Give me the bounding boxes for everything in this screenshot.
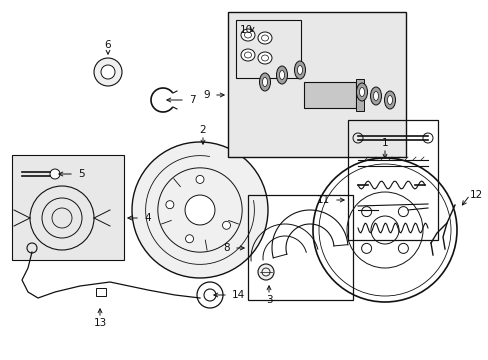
Ellipse shape	[294, 61, 305, 79]
Ellipse shape	[297, 66, 302, 75]
Circle shape	[50, 169, 60, 179]
Bar	[12, 155, 124, 260]
Ellipse shape	[258, 52, 271, 64]
Ellipse shape	[356, 83, 367, 101]
Text: 11: 11	[316, 195, 329, 205]
Bar	[247, 195, 352, 300]
Text: 12: 12	[469, 190, 482, 200]
Bar	[227, 12, 405, 157]
Ellipse shape	[359, 87, 364, 96]
Circle shape	[132, 142, 267, 278]
Bar	[304, 82, 355, 108]
Circle shape	[196, 175, 203, 183]
Bar	[236, 20, 301, 78]
Bar	[355, 79, 363, 111]
Bar	[96, 288, 106, 296]
Circle shape	[185, 235, 193, 243]
Text: 13: 13	[93, 318, 106, 328]
Ellipse shape	[373, 91, 378, 100]
Ellipse shape	[259, 73, 270, 91]
Text: 5: 5	[78, 169, 84, 179]
Ellipse shape	[258, 32, 271, 44]
Ellipse shape	[386, 95, 392, 104]
Text: 10: 10	[240, 25, 253, 35]
Ellipse shape	[370, 87, 381, 105]
Text: 4: 4	[143, 213, 150, 223]
Circle shape	[258, 264, 273, 280]
Text: 14: 14	[231, 290, 245, 300]
Text: 8: 8	[223, 243, 229, 253]
Ellipse shape	[384, 91, 395, 109]
Circle shape	[222, 221, 230, 229]
Text: 3: 3	[265, 295, 272, 305]
Text: 2: 2	[199, 125, 206, 135]
Text: 7: 7	[189, 95, 195, 105]
Ellipse shape	[241, 29, 254, 41]
Ellipse shape	[241, 49, 254, 61]
Circle shape	[165, 201, 174, 209]
Ellipse shape	[276, 66, 287, 84]
Circle shape	[94, 58, 122, 86]
Ellipse shape	[262, 77, 267, 86]
Text: 1: 1	[381, 138, 387, 148]
Ellipse shape	[279, 71, 284, 80]
Text: 9: 9	[203, 90, 209, 100]
Circle shape	[101, 65, 115, 79]
Circle shape	[184, 195, 215, 225]
Text: 6: 6	[104, 40, 111, 50]
Bar	[347, 120, 437, 240]
